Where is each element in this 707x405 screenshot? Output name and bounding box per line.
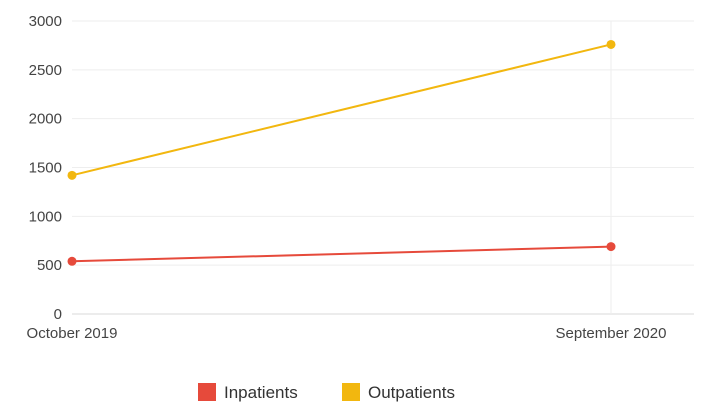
y-tick-label: 2500 (29, 62, 62, 79)
legend-swatch-outpatients (342, 383, 360, 401)
x-tick-label: September 2020 (556, 325, 667, 342)
y-tick-label: 1000 (29, 208, 62, 225)
series-line-outpatients (71, 43, 612, 177)
y-axis: 0 500 1000 1500 2000 2500 3000 (29, 13, 62, 323)
data-point-outpatients[interactable] (606, 39, 616, 49)
series-group (67, 39, 616, 266)
y-tick-label: 3000 (29, 13, 62, 30)
y-tick-label: 1500 (29, 160, 62, 177)
y-tick-label: 0 (54, 306, 62, 323)
data-point-outpatients[interactable] (67, 170, 77, 180)
series-line-inpatients (71, 245, 612, 263)
data-point-inpatients[interactable] (606, 242, 616, 252)
legend: Inpatients Outpatients (198, 383, 455, 402)
y-tick-label: 500 (37, 257, 62, 274)
legend-swatch-inpatients (198, 383, 216, 401)
grid-lines (72, 20, 694, 315)
data-point-inpatients[interactable] (67, 256, 77, 266)
x-axis: October 2019 September 2020 (27, 325, 667, 342)
x-tick-label: October 2019 (27, 325, 118, 342)
legend-label[interactable]: Outpatients (368, 383, 455, 402)
legend-label[interactable]: Inpatients (224, 383, 298, 402)
y-tick-label: 2000 (29, 111, 62, 128)
